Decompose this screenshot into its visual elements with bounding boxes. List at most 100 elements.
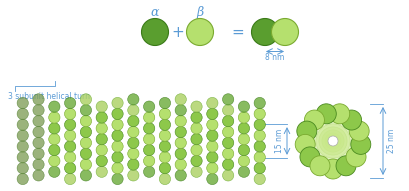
Circle shape: [112, 119, 123, 130]
Circle shape: [128, 126, 139, 138]
Circle shape: [310, 156, 330, 176]
Text: 8 nm: 8 nm: [265, 53, 285, 62]
Circle shape: [297, 121, 317, 141]
Circle shape: [207, 108, 218, 120]
Circle shape: [175, 148, 187, 159]
Text: =: =: [231, 24, 244, 40]
Circle shape: [159, 97, 171, 109]
Text: 3 subunit helical turn: 3 subunit helical turn: [8, 91, 90, 100]
Circle shape: [272, 19, 299, 45]
Circle shape: [33, 105, 44, 116]
Circle shape: [346, 147, 366, 167]
Circle shape: [33, 126, 44, 138]
Circle shape: [159, 163, 171, 174]
Circle shape: [207, 141, 218, 152]
Circle shape: [222, 148, 234, 159]
Text: 15 nm: 15 nm: [274, 129, 283, 153]
Circle shape: [17, 130, 28, 141]
Circle shape: [80, 159, 92, 170]
Circle shape: [80, 137, 92, 148]
Circle shape: [191, 166, 202, 177]
Circle shape: [328, 136, 338, 146]
Circle shape: [254, 130, 265, 141]
Circle shape: [33, 148, 44, 159]
Circle shape: [238, 155, 249, 167]
Circle shape: [159, 119, 171, 130]
Circle shape: [252, 19, 279, 45]
Circle shape: [222, 105, 234, 116]
Circle shape: [207, 163, 218, 174]
Circle shape: [112, 97, 123, 109]
Circle shape: [207, 130, 218, 141]
Circle shape: [17, 152, 28, 163]
Circle shape: [33, 94, 44, 105]
Circle shape: [49, 155, 60, 167]
Circle shape: [207, 152, 218, 163]
Circle shape: [238, 123, 249, 134]
Circle shape: [65, 173, 76, 185]
Circle shape: [142, 19, 169, 45]
Circle shape: [65, 97, 76, 109]
Circle shape: [295, 134, 315, 154]
Circle shape: [159, 141, 171, 152]
Circle shape: [49, 166, 60, 177]
Circle shape: [254, 141, 265, 152]
Circle shape: [342, 110, 362, 130]
Circle shape: [254, 108, 265, 120]
Circle shape: [96, 134, 108, 145]
Circle shape: [33, 115, 44, 127]
Circle shape: [80, 126, 92, 138]
Circle shape: [222, 159, 234, 170]
Circle shape: [65, 119, 76, 130]
Circle shape: [96, 112, 108, 123]
Circle shape: [238, 134, 249, 145]
Circle shape: [159, 173, 171, 185]
Circle shape: [128, 105, 139, 116]
Circle shape: [319, 127, 347, 155]
Circle shape: [128, 94, 139, 105]
Circle shape: [238, 101, 249, 112]
Circle shape: [112, 173, 123, 185]
Circle shape: [112, 141, 123, 152]
Circle shape: [49, 123, 60, 134]
Circle shape: [144, 101, 155, 112]
Circle shape: [128, 137, 139, 148]
Circle shape: [80, 170, 92, 181]
Circle shape: [175, 115, 187, 127]
Circle shape: [222, 170, 234, 181]
Circle shape: [112, 152, 123, 163]
Text: 25 nm: 25 nm: [387, 129, 396, 153]
Circle shape: [159, 152, 171, 163]
Circle shape: [65, 108, 76, 120]
Circle shape: [65, 141, 76, 152]
Circle shape: [17, 141, 28, 152]
Circle shape: [112, 108, 123, 120]
Circle shape: [175, 105, 187, 116]
Circle shape: [207, 173, 218, 185]
Circle shape: [187, 19, 213, 45]
Circle shape: [349, 121, 369, 141]
Circle shape: [191, 112, 202, 123]
Circle shape: [222, 137, 234, 148]
Circle shape: [49, 112, 60, 123]
Circle shape: [96, 101, 108, 112]
Circle shape: [175, 170, 187, 181]
Text: α: α: [151, 6, 159, 19]
Circle shape: [316, 104, 336, 124]
Circle shape: [33, 170, 44, 181]
Circle shape: [222, 115, 234, 127]
Text: +: +: [171, 24, 184, 40]
Circle shape: [238, 166, 249, 177]
Circle shape: [300, 147, 320, 167]
Circle shape: [254, 152, 265, 163]
Circle shape: [304, 110, 324, 130]
Circle shape: [323, 159, 343, 179]
Circle shape: [96, 123, 108, 134]
Circle shape: [222, 126, 234, 138]
Circle shape: [112, 163, 123, 174]
Circle shape: [191, 144, 202, 156]
Circle shape: [330, 104, 350, 124]
Circle shape: [33, 159, 44, 170]
Circle shape: [328, 136, 338, 146]
Circle shape: [128, 148, 139, 159]
